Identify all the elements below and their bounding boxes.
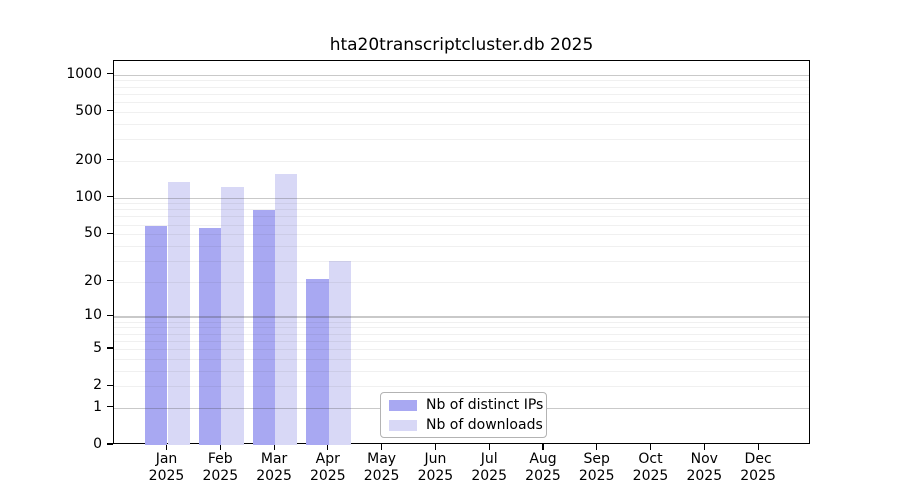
- y-tick-mark: [107, 195, 113, 198]
- y-tick-mark: [107, 72, 113, 75]
- y-tick-mark: [107, 314, 113, 317]
- bar-ips-mar: [252, 210, 276, 445]
- y-tick-label: 1000: [66, 65, 102, 82]
- x-tick-mark: [542, 444, 544, 450]
- downloads-swatch-icon: [389, 419, 417, 431]
- bar-ips-apr: [306, 279, 329, 445]
- y-tick-mark: [107, 406, 113, 408]
- bar-downloads-mar: [275, 173, 298, 445]
- x-tick-label: Sep 2025: [578, 451, 615, 484]
- legend-label: Nb of distinct IPs: [426, 396, 544, 413]
- distinct-ips-swatch-icon: [389, 399, 417, 411]
- y-tick-mark: [107, 443, 113, 445]
- x-tick-mark: [327, 444, 329, 450]
- legend-item-distinct-ips: Nb of distinct IPs: [389, 397, 543, 413]
- bar-ips-jan: [145, 226, 168, 445]
- x-tick-label: Jul 2025: [471, 451, 507, 484]
- x-tick-mark: [381, 444, 383, 450]
- bar-downloads-feb: [221, 186, 244, 445]
- x-tick-mark: [488, 444, 490, 450]
- legend-item-downloads: Nb of downloads: [389, 417, 543, 433]
- x-tick-label: May 2025: [363, 451, 400, 484]
- y-tick-label: 0: [93, 436, 102, 452]
- y-tick-label: 500: [75, 102, 102, 119]
- y-tick-label: 100: [75, 188, 102, 205]
- x-tick-label: Feb 2025: [202, 451, 239, 484]
- bar-ips-feb: [198, 228, 222, 445]
- y-tick-label: 10: [84, 307, 102, 324]
- x-tick-label: Apr 2025: [309, 451, 346, 484]
- y-tick-label: 2: [93, 377, 102, 394]
- bars-layer: [114, 61, 809, 445]
- y-tick-label: 50: [84, 225, 102, 242]
- x-tick-mark: [757, 444, 759, 450]
- x-tick-label: Jan 2025: [148, 451, 185, 484]
- y-tick-mark: [107, 384, 113, 386]
- y-tick-label: 1: [93, 398, 102, 415]
- bar-downloads-jan: [167, 182, 190, 445]
- x-tick-mark: [273, 444, 275, 450]
- x-tick-label: Mar 2025: [256, 451, 292, 484]
- x-tick-label: Aug 2025: [525, 451, 561, 484]
- chart-title: hta20transcriptcluster.db 2025: [329, 35, 594, 55]
- y-tick-mark: [107, 110, 113, 112]
- x-tick-mark: [703, 444, 705, 450]
- x-tick-label: Oct 2025: [632, 451, 669, 484]
- x-tick-label: Jun 2025: [417, 451, 454, 484]
- x-tick-mark: [165, 444, 168, 450]
- x-tick-label: Dec 2025: [740, 451, 776, 484]
- legend: Nb of distinct IPs Nb of downloads: [380, 392, 547, 438]
- y-tick-mark: [107, 347, 113, 349]
- x-tick-mark: [649, 444, 652, 450]
- y-tick-label: 20: [84, 272, 102, 289]
- x-tick-label: Nov 2025: [686, 451, 723, 484]
- y-tick-label: 5: [93, 339, 102, 356]
- x-tick-mark: [219, 444, 221, 450]
- plot-area: [113, 60, 810, 445]
- legend-label: Nb of downloads: [426, 416, 543, 433]
- x-tick-mark: [596, 444, 598, 450]
- y-tick-mark: [107, 232, 113, 234]
- x-tick-mark: [434, 444, 437, 450]
- y-tick-label: 200: [75, 151, 102, 168]
- bar-downloads-apr: [328, 260, 352, 445]
- y-tick-mark: [107, 159, 113, 161]
- y-tick-mark: [107, 280, 113, 282]
